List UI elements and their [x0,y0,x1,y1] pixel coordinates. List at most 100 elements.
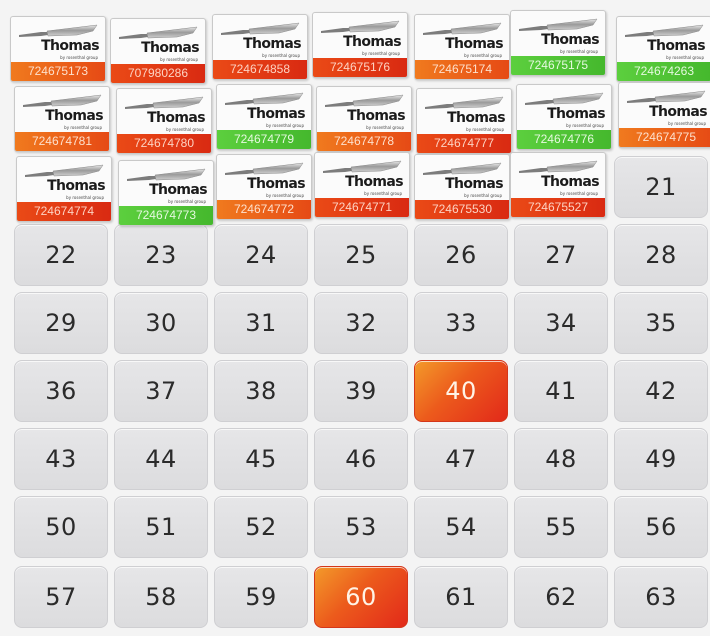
brand-logo: Thomas [547,106,606,122]
slot-number: 56 [645,513,677,541]
album-slot-23: 23 [114,224,208,286]
slot-number: 54 [445,513,477,541]
slot-number: 39 [345,377,377,405]
knife-icon [17,23,99,41]
brand-logo: Thomas [47,178,106,194]
slot-number: 43 [45,445,77,473]
album-slot-30: 30 [114,292,208,354]
brand-tagline: by rosenthal group [66,195,104,200]
brand-tagline: by rosenthal group [560,49,598,54]
album-slot-33: 33 [414,292,508,354]
sticker-code: 724674772 [217,200,311,219]
album-slot-44: 44 [114,428,208,490]
slot-number: 57 [45,583,77,611]
album-slot-41: 41 [514,360,608,422]
knife-sticker: Thomas by rosenthal group 724675173 [10,16,106,82]
sticker-code: 724675175 [511,56,605,75]
slot-number: 63 [645,583,677,611]
knife-icon [321,159,403,177]
sticker-code: 724674263 [617,62,710,81]
brand-tagline: by rosenthal group [366,125,404,130]
brand-tagline: by rosenthal group [64,125,102,130]
slot-number: 31 [245,309,277,337]
knife-icon [423,95,505,113]
slot-number: 62 [545,583,577,611]
knife-sticker: Thomas by rosenthal group 724674775 [618,82,710,148]
album-slot-37: 37 [114,360,208,422]
knife-icon [21,93,103,111]
sticker-code: 724675174 [415,60,509,79]
album-slot-47: 47 [414,428,508,490]
album-slot-56: 56 [614,496,708,558]
album-slot-45: 45 [214,428,308,490]
slot-number: 52 [245,513,277,541]
knife-sticker: Thomas by rosenthal group 724674776 [516,84,612,150]
brand-tagline: by rosenthal group [60,55,98,60]
knife-sticker: Thomas by rosenthal group 724674263 [616,16,710,82]
slot-number: 59 [245,583,277,611]
album-slot-52: 52 [214,496,308,558]
brand-tagline: by rosenthal group [168,199,206,204]
slot-number: 25 [345,241,377,269]
slot-number: 21 [645,173,677,201]
album-slot-25: 25 [314,224,408,286]
brand-logo: Thomas [647,38,706,54]
slot-number: 38 [245,377,277,405]
brand-tagline: by rosenthal group [262,53,300,58]
slot-number: 50 [45,513,77,541]
slot-number: 28 [645,241,677,269]
sticker-code: 707980286 [111,64,205,83]
slot-number: 44 [145,445,177,473]
brand-tagline: by rosenthal group [668,121,706,126]
slot-number: 30 [145,309,177,337]
knife-sticker: Thomas by rosenthal group 724675527 [510,152,606,218]
slot-number: 29 [45,309,77,337]
sticker-code: 724675527 [511,198,605,217]
knife-sticker: Thomas by rosenthal group 724675530 [414,154,510,220]
album-slot-40: 40 [414,360,508,422]
slot-number: 42 [645,377,677,405]
slot-number: 40 [445,377,477,405]
album-slot-61: 61 [414,566,508,628]
album-slot-36: 36 [14,360,108,422]
sticker-code: 724674776 [517,130,611,149]
knife-icon [623,23,705,41]
knife-icon [125,167,207,185]
album-slot-48: 48 [514,428,608,490]
knife-sticker: Thomas by rosenthal group 724674858 [212,14,308,80]
album-slot-29: 29 [14,292,108,354]
slot-number: 48 [545,445,577,473]
slot-number: 36 [45,377,77,405]
brand-tagline: by rosenthal group [666,55,704,60]
brand-tagline: by rosenthal group [566,123,604,128]
brand-logo: Thomas [447,110,506,126]
sticker-code: 724674780 [117,134,211,153]
brand-logo: Thomas [247,176,306,192]
slot-number: 51 [145,513,177,541]
slot-number: 49 [645,445,677,473]
album-slot-32: 32 [314,292,408,354]
slot-number: 60 [345,583,377,611]
brand-tagline: by rosenthal group [166,127,204,132]
album-slot-27: 27 [514,224,608,286]
knife-icon [219,21,301,39]
knife-icon [421,161,503,179]
brand-tagline: by rosenthal group [266,123,304,128]
brand-logo: Thomas [147,110,206,126]
album-slot-21: 21 [614,156,708,218]
album-slot-59: 59 [214,566,308,628]
knife-sticker: Thomas by rosenthal group 724674774 [16,156,112,222]
knife-sticker: Thomas by rosenthal group 724674779 [216,84,312,150]
brand-logo: Thomas [445,36,504,52]
slot-number: 47 [445,445,477,473]
brand-logo: Thomas [649,104,708,120]
slot-number: 53 [345,513,377,541]
album-slot-55: 55 [514,496,608,558]
knife-sticker: Thomas by rosenthal group 724674780 [116,88,212,154]
album-slot-34: 34 [514,292,608,354]
slot-number: 23 [145,241,177,269]
brand-tagline: by rosenthal group [266,193,304,198]
sticker-code: 724674771 [315,198,409,217]
album-slot-38: 38 [214,360,308,422]
